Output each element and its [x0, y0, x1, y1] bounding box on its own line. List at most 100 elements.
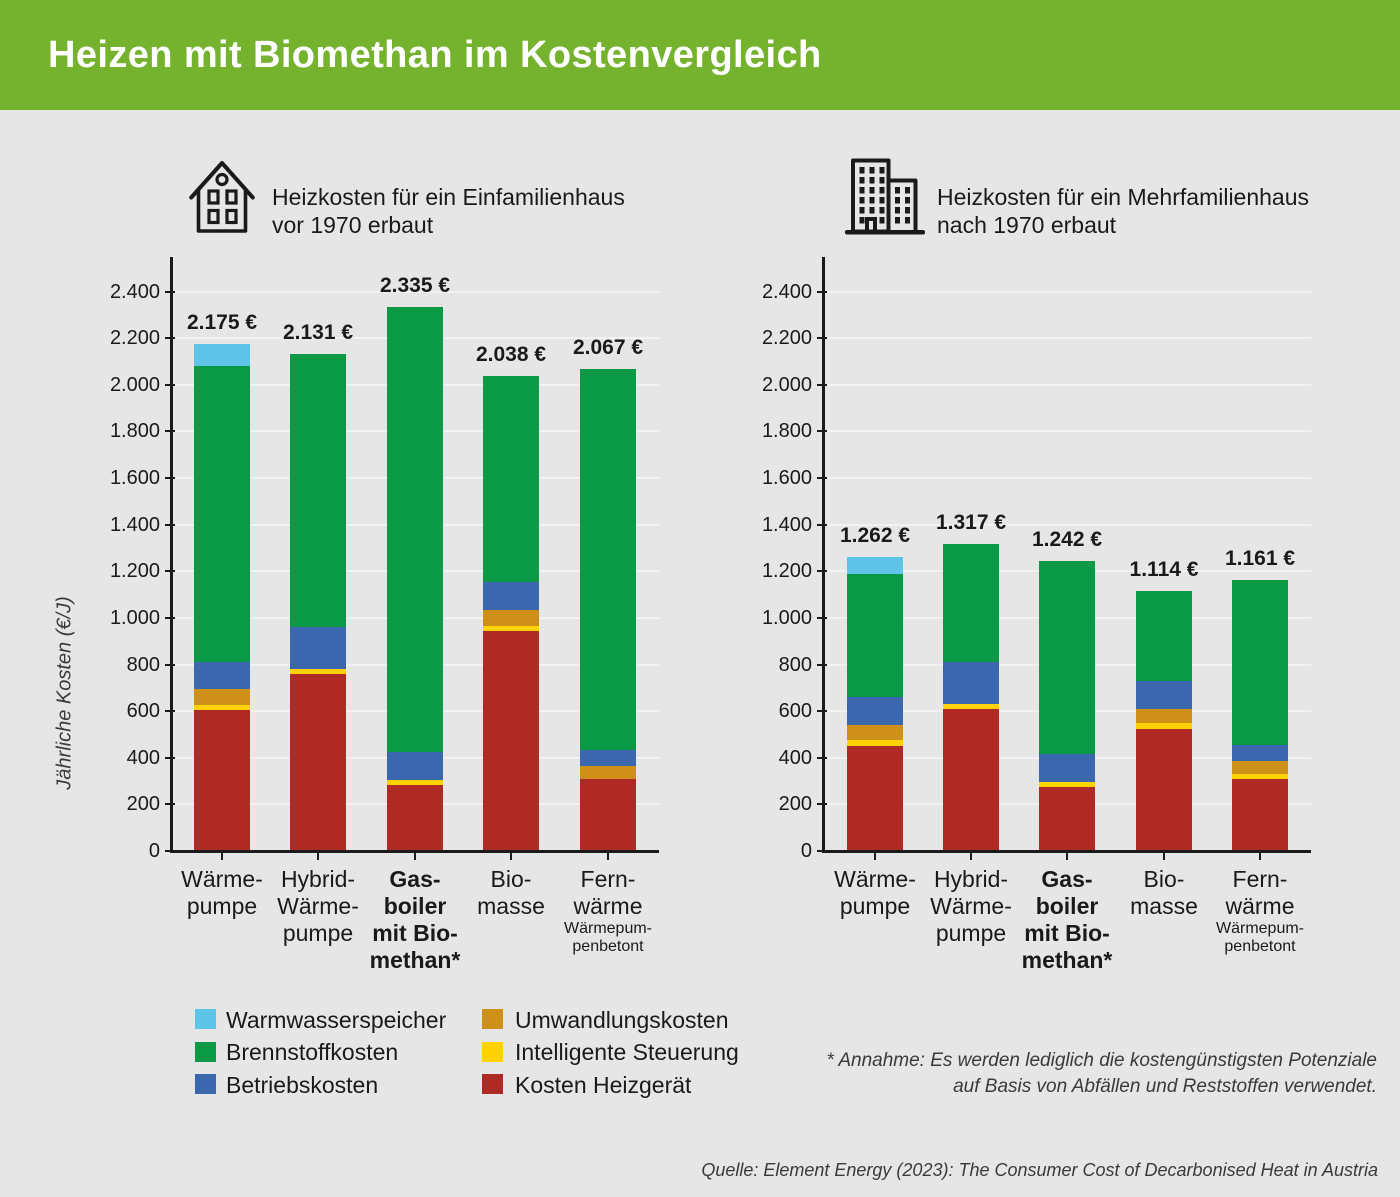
- category-label-line: Bio-: [1143, 866, 1185, 892]
- bar-segment-betriebskosten: [387, 751, 443, 780]
- bar-segment-brennstoffkosten: [1039, 561, 1095, 755]
- footnote-line2: auf Basis von Abfällen und Reststoffen v…: [953, 1076, 1377, 1097]
- x-axis-line: [822, 850, 1311, 853]
- y-tick: [817, 337, 827, 340]
- bar-segment-kosten-heizger-t: [387, 784, 443, 851]
- y-tick: [165, 803, 175, 806]
- category-label-line: mit Bio-: [372, 920, 458, 946]
- x-tick: [607, 852, 609, 860]
- category-label-line: Hybrid-: [933, 866, 1009, 892]
- x-axis-line: [170, 850, 659, 853]
- bar-segment-brennstoffkosten: [847, 573, 903, 698]
- y-tick-label: 1.400: [109, 513, 160, 536]
- x-tick: [414, 852, 416, 860]
- bar-segment-intelligente-steuerung: [483, 626, 539, 631]
- bar-total-label: 2.067 €: [572, 336, 644, 360]
- bar-segment-betriebskosten: [943, 662, 999, 705]
- legend-swatch-umwandlungskosten: [482, 1009, 503, 1029]
- gridline: [825, 383, 1311, 386]
- y-tick-label: 200: [778, 793, 812, 816]
- y-tick: [165, 570, 175, 573]
- category-label: Wärme-pumpe: [810, 866, 940, 920]
- y-axis-line: [170, 257, 173, 853]
- y-tick: [817, 803, 827, 806]
- bar-segment-brennstoffkosten: [483, 375, 539, 582]
- bar-segment-kosten-heizger-t: [1232, 778, 1288, 851]
- y-tick: [165, 710, 175, 713]
- bar-segment-umwandlungskosten: [483, 609, 539, 627]
- category-sublabel-line: Wärmepum-: [563, 920, 652, 937]
- x-tick: [1259, 852, 1261, 860]
- category-label-line: Gas-: [389, 866, 441, 892]
- x-tick: [317, 852, 319, 860]
- chart-caption-left-line1: Heizkosten für ein Einfamilienhaus: [272, 184, 625, 210]
- bar-segment-betriebskosten: [1232, 744, 1288, 762]
- y-tick-label: 1.600: [109, 467, 160, 489]
- category-label-line: Fern-: [1232, 866, 1288, 892]
- category-label-line: Bio-: [490, 866, 532, 892]
- y-tick-label: 2.400: [761, 280, 812, 303]
- y-tick: [817, 430, 827, 433]
- y-tick: [165, 430, 175, 433]
- x-tick: [1066, 852, 1068, 860]
- bar-segment-kosten-heizger-t: [483, 630, 539, 851]
- bar-segment-intelligente-steuerung: [290, 669, 346, 674]
- gridline: [825, 337, 1311, 340]
- y-tick: [165, 337, 175, 340]
- bar-total-label: 1.262 €: [839, 523, 911, 547]
- chart-caption-right-line1: Heizkosten für ein Mehrfamilienhaus: [937, 184, 1310, 210]
- bar-total-label: 1.114 €: [1129, 558, 1199, 582]
- y-tick: [817, 756, 827, 759]
- bar-total-label: 2.038 €: [475, 342, 547, 366]
- bar-segment-brennstoffkosten: [943, 543, 999, 663]
- y-tick: [165, 290, 175, 293]
- y-tick-label: 0: [800, 840, 812, 862]
- legend-label: Brennstoffkosten: [226, 1039, 399, 1065]
- y-tick: [165, 663, 175, 666]
- category-label-line: boiler: [383, 893, 447, 919]
- y-tick: [165, 383, 175, 386]
- bar-segment-brennstoffkosten: [387, 306, 443, 752]
- legend-swatch-warmwasserspeicher: [195, 1009, 216, 1029]
- y-tick: [817, 477, 827, 479]
- bar-segment-intelligente-steuerung: [387, 779, 443, 785]
- category-label: Bio-masse: [446, 866, 576, 920]
- category-label-line: boiler: [1035, 893, 1099, 919]
- y-tick: [817, 383, 827, 386]
- category-label-line: wärme: [1225, 893, 1295, 919]
- header-bar: Heizen mit Biomethan im Kostenvergleich: [0, 0, 1400, 110]
- bar-segment-kosten-heizger-t: [847, 746, 903, 851]
- gridline: [825, 477, 1311, 479]
- bar-segment-kosten-heizger-t: [290, 673, 346, 851]
- category-label: Fern-wärme Wärmepum-penbetont: [543, 866, 673, 956]
- y-tick-label: 1.600: [761, 467, 812, 489]
- bar-segment-umwandlungskosten: [1136, 708, 1192, 723]
- chart-caption-right: Heizkosten für ein Mehrfamilienhaus nach…: [937, 183, 1309, 239]
- legend-label: Warmwasserspeicher: [226, 1006, 447, 1033]
- bar-segment-brennstoffkosten: [194, 366, 250, 663]
- category-label-line: pumpe: [186, 893, 258, 919]
- category-label: Wärme-pumpe: [157, 866, 287, 920]
- bar-segment-brennstoffkosten: [580, 369, 636, 750]
- legend-swatch-brennstoffkosten: [195, 1041, 216, 1062]
- y-tick-label: 1.200: [761, 560, 812, 583]
- gridline: [173, 290, 659, 293]
- category-label-line: masse: [477, 893, 545, 919]
- category-sublabel-line: penbetont: [1224, 938, 1296, 955]
- category-label: Hybrid- Wärme-pumpe: [906, 866, 1036, 947]
- y-axis-line: [822, 257, 825, 853]
- y-tick: [817, 570, 827, 573]
- bar-segment-betriebskosten: [194, 662, 250, 689]
- category-sublabel-line: Wärmepum-: [1215, 920, 1304, 937]
- bar-total-label: 2.131 €: [282, 321, 354, 345]
- y-tick-label: 200: [126, 793, 160, 816]
- y-tick-label: 1.400: [761, 513, 812, 536]
- bar-segment-kosten-heizger-t: [194, 709, 250, 851]
- y-tick-label: 2.000: [109, 373, 160, 396]
- y-tick-label: 1.800: [109, 420, 160, 443]
- y-tick-label: 1.000: [761, 606, 812, 629]
- x-tick: [874, 852, 876, 860]
- y-tick-label: 1.200: [109, 560, 160, 583]
- chart-caption-left: Heizkosten für ein Einfamilienhaus vor 1…: [272, 183, 625, 239]
